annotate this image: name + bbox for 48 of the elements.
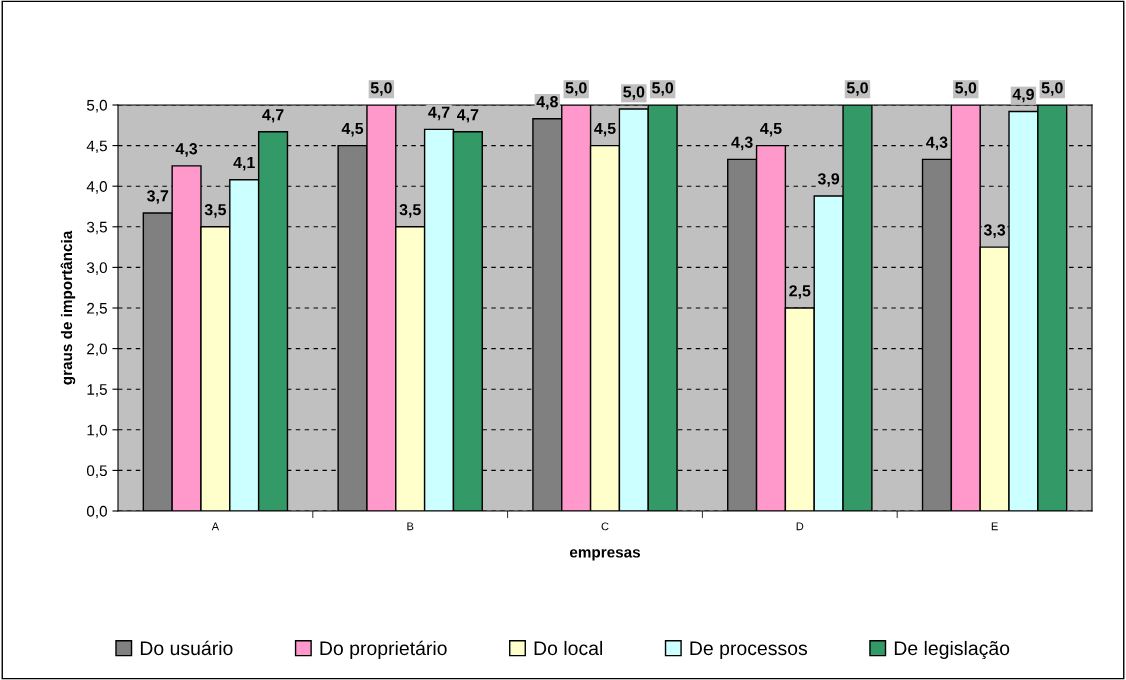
data-label: 4,7 (428, 106, 450, 121)
data-label: 5,0 (652, 82, 674, 96)
y-tick-label: 0,5 (86, 465, 107, 478)
data-label: 3,7 (147, 190, 169, 204)
y-tick-label: 4,5 (86, 140, 107, 154)
data-label: 5,0 (565, 82, 587, 96)
data-label: 5,0 (1041, 82, 1063, 96)
y-tick-label: 1,0 (87, 424, 107, 438)
data-label: 3,5 (204, 204, 227, 218)
x-tick-label: D (796, 522, 804, 531)
data-label: 4,5 (760, 122, 782, 137)
y-tick-label: 3,5 (86, 221, 107, 235)
y-tick-label: 2,0 (87, 343, 107, 357)
y-tick-label: 0,0 (86, 505, 107, 519)
data-label: 5,0 (370, 82, 392, 96)
x-tick-label: A (211, 522, 220, 531)
data-label: 4,3 (175, 143, 198, 157)
data-label: 4,3 (926, 136, 948, 151)
data-label: 3,3 (983, 224, 1006, 238)
data-label: 3,5 (399, 204, 421, 218)
legend-label: Do proprietário (320, 640, 447, 660)
y-tick-label: 2,5 (87, 302, 107, 316)
legend-label: Do usuário (140, 640, 233, 656)
data-label: 2,5 (789, 285, 811, 299)
data-label: 4,5 (341, 122, 364, 137)
x-tick-label: C (601, 522, 609, 531)
x-tick-label: B (407, 522, 414, 531)
x-tick-label: E (991, 522, 998, 531)
legend-label: Do local (534, 640, 603, 656)
data-label: 5,0 (846, 82, 868, 96)
legend-label: De legislação (894, 640, 1010, 660)
x-axis-title: empresas (569, 549, 641, 561)
data-label: 4,7 (262, 109, 284, 123)
legend-label: De processos (690, 641, 808, 660)
y-tick-label: 5,0 (86, 99, 107, 113)
y-tick-label: 3,0 (86, 262, 107, 275)
data-label: 4,8 (536, 96, 558, 110)
data-label: 4,9 (1012, 88, 1034, 103)
data-label: 4,7 (457, 109, 479, 123)
data-label: 5,0 (623, 86, 645, 100)
data-label: 4,3 (731, 136, 753, 151)
y-tick-label: 4,0 (86, 181, 107, 194)
data-label: 5,0 (955, 82, 977, 96)
data-label: 3,9 (817, 173, 840, 187)
y-tick-label: 1,5 (87, 384, 107, 397)
data-label: 4,5 (594, 122, 616, 137)
data-label: 4,1 (233, 157, 255, 171)
y-axis-title: graus de importância (60, 230, 76, 385)
